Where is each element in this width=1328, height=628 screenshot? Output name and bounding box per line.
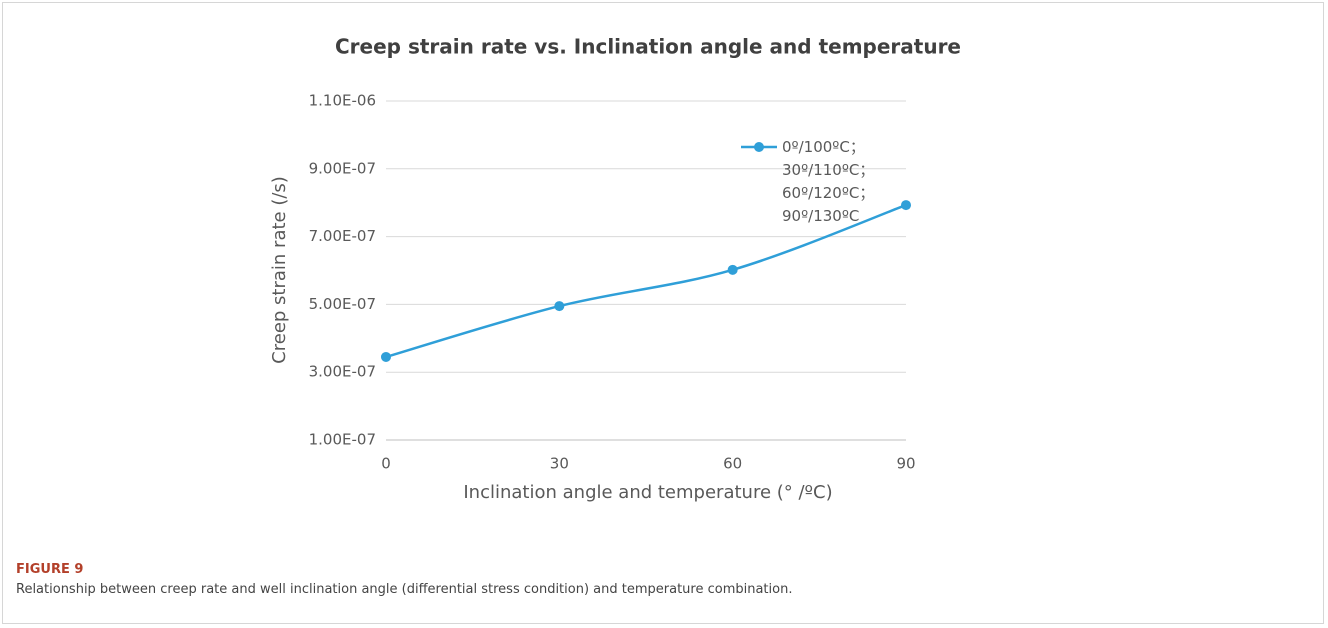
y-axis-label: Creep strain rate (/s) [269, 176, 290, 364]
legend-label: 0º/100ºC； 30º/110ºC； 60º/120ºC； 90º/130º… [782, 138, 875, 225]
x-tick-label: 30 [550, 455, 569, 473]
data-point [901, 200, 911, 211]
series-line [385, 203, 907, 359]
y-tick-label: 1.10E-06 [309, 92, 376, 110]
caption-label: FIGURE 9 [16, 562, 84, 577]
data-point [381, 351, 391, 362]
x-tick-label: 90 [896, 455, 915, 473]
y-tick-label: 1.00E-07 [309, 431, 376, 449]
data-point [554, 301, 565, 312]
y-tick-label: 9.00E-07 [309, 159, 376, 177]
y-tick-label: 5.00E-07 [309, 295, 376, 313]
chart-title: Creep strain rate vs. Inclination angle … [335, 35, 961, 59]
x-axis-label: Inclination angle and temperature (° /ºC… [463, 482, 832, 503]
y-tick-label: 3.00E-07 [309, 363, 376, 381]
y-tick-label: 7.00E-07 [309, 227, 376, 245]
x-tick-label: 60 [723, 455, 742, 473]
x-tick-label: 0 [381, 455, 391, 473]
legend-marker [754, 142, 764, 152]
caption-text: Relationship between creep rate and well… [16, 582, 793, 597]
data-point [727, 264, 738, 275]
